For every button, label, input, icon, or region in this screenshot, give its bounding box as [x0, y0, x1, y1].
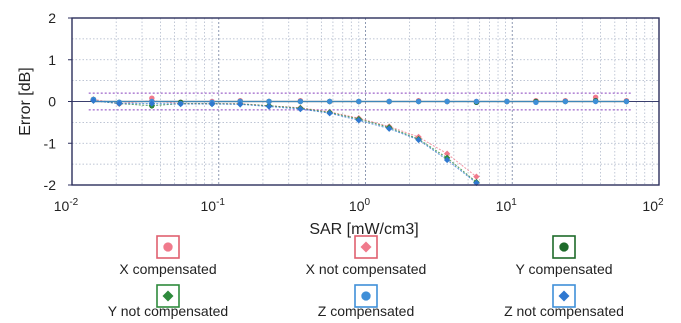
data-point-s5-7 [297, 105, 304, 113]
y-tick-label: -2 [44, 177, 57, 193]
x-axis-title: SAR [mW/cm3] [309, 221, 418, 238]
legend-item: Y compensated [515, 235, 613, 277]
x-tick-base: 10 [54, 198, 70, 214]
data-point-s4-18 [623, 98, 630, 105]
legend-item: X not compensated [306, 235, 427, 277]
x-tick-label: 102 [642, 197, 664, 214]
legend-marker [361, 291, 371, 301]
y-tick-label: 1 [48, 52, 56, 68]
data-point-s5-8 [326, 109, 333, 117]
data-point-s4-10 [386, 98, 392, 105]
series-fit-line-5 [93, 100, 477, 184]
data-point-s1-13 [473, 173, 480, 180]
legend-item: X compensated [119, 235, 217, 277]
legend-label: X not compensated [306, 261, 427, 277]
x-tick-exponent: 1 [511, 197, 517, 208]
legend-item: Y not compensated [108, 284, 228, 319]
x-tick-label: 10-2 [54, 197, 79, 214]
x-tick-exponent: 0 [365, 197, 371, 208]
x-tick-exponent: 2 [658, 197, 664, 208]
x-tick-label: 101 [496, 197, 518, 214]
data-point-s5-5 [236, 101, 244, 108]
x-tick-label: 100 [349, 197, 371, 214]
x-tick-label: 10-1 [201, 197, 226, 214]
x-tick-base: 10 [201, 198, 217, 214]
legend-label: Y not compensated [108, 303, 228, 319]
data-point-s5-12 [443, 156, 451, 164]
series-fit-line-3 [93, 100, 477, 183]
x-tick-base: 10 [349, 198, 365, 214]
data-point-s4-16 [562, 98, 569, 105]
data-point-s5-3 [177, 100, 184, 108]
data-point-s5-6 [265, 103, 273, 110]
y-tick-label: -1 [44, 135, 57, 151]
data-point-s4-11 [415, 98, 422, 105]
y-tick-label: 2 [48, 10, 56, 26]
y-axis-title: Error [dB] [17, 67, 34, 135]
x-tick-exponent: -1 [216, 197, 225, 208]
x-tick-base: 10 [496, 198, 512, 214]
data-point-s4-12 [444, 98, 450, 105]
data-point-s4-9 [356, 98, 362, 105]
legend-label: Z not compensated [504, 303, 624, 319]
data-point-s5-2 [148, 100, 156, 107]
x-tick-exponent: -2 [69, 197, 78, 208]
legend-marker [558, 290, 570, 302]
data-point-s5-9 [355, 117, 362, 124]
legend-label: Y compensated [515, 261, 612, 277]
data-point-s5-4 [208, 100, 216, 108]
legend-marker [360, 241, 372, 253]
legend-marker [162, 290, 174, 302]
legend-label: X compensated [119, 261, 216, 277]
data-point-s5-10 [385, 125, 393, 132]
data-point-s4-6 [266, 98, 272, 105]
legend-marker [163, 242, 173, 252]
data-point-s1-12 [443, 150, 451, 157]
data-point-s5-11 [415, 136, 422, 144]
x-tick-base: 10 [642, 198, 658, 214]
legend-label: Z compensated [318, 303, 415, 319]
data-point-s4-13 [473, 98, 480, 105]
y-tick-label: 0 [48, 94, 56, 110]
data-point-s4-7 [297, 98, 304, 105]
data-point-s5-1 [116, 100, 123, 107]
data-point-s4-17 [592, 98, 599, 105]
data-point-s4-8 [326, 98, 333, 105]
legend-item: Z compensated [318, 284, 415, 319]
data-point-s5-0 [90, 97, 97, 104]
data-point-s4-15 [533, 99, 539, 106]
data-point-s4-14 [504, 98, 510, 105]
legend-marker [559, 242, 569, 252]
legend-item: Z not compensated [504, 284, 624, 319]
